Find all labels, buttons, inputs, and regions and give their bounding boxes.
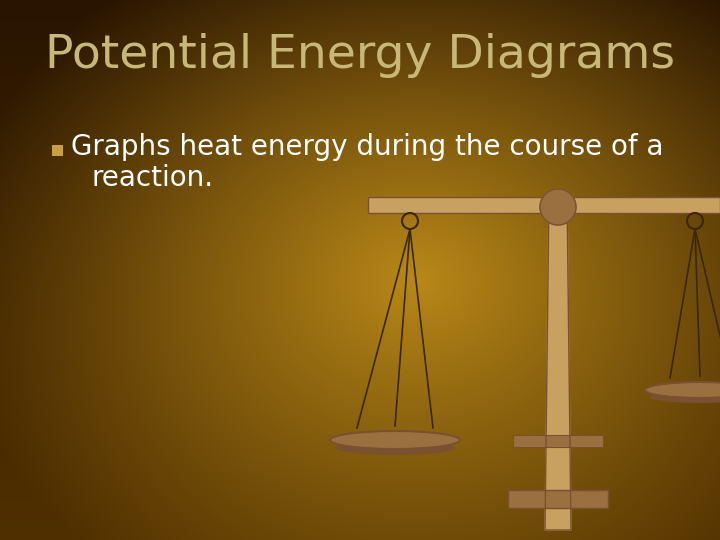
Ellipse shape <box>335 441 455 455</box>
Circle shape <box>540 189 576 225</box>
Ellipse shape <box>650 391 720 403</box>
Bar <box>368 197 720 213</box>
Text: Graphs heat energy during the course of a: Graphs heat energy during the course of … <box>71 133 664 161</box>
Ellipse shape <box>645 382 720 398</box>
Bar <box>52 145 63 156</box>
Polygon shape <box>545 195 571 530</box>
Bar <box>513 435 603 447</box>
Bar <box>508 490 608 508</box>
Text: Potential Energy Diagrams: Potential Energy Diagrams <box>45 32 675 78</box>
Text: reaction.: reaction. <box>91 164 213 192</box>
Ellipse shape <box>330 431 460 449</box>
